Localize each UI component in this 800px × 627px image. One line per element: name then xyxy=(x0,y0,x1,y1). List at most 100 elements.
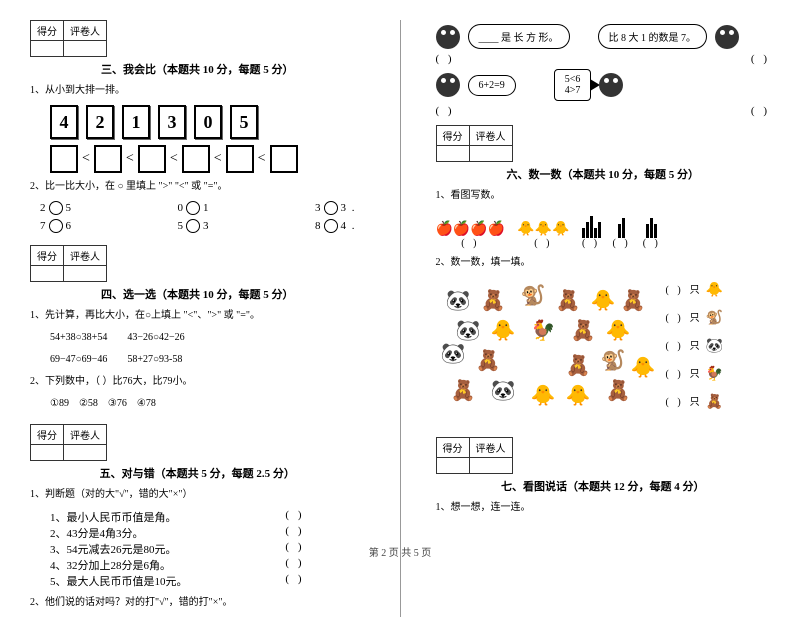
face-icon xyxy=(436,25,460,49)
score-col1: 得分 xyxy=(31,246,64,266)
card: 3 xyxy=(158,105,186,139)
speech-bubble: 5<64>7 xyxy=(554,69,592,101)
sec5-q1: 1、判断题（对的大"√"，错的大"×"） xyxy=(30,487,365,503)
paren-blank: ( ) xyxy=(751,53,770,65)
circle-blank xyxy=(49,219,63,233)
cmp-b: 3 xyxy=(341,202,347,214)
score-col2: 评卷人 xyxy=(469,438,512,458)
face-icon xyxy=(715,25,739,49)
cmp-b: 1 xyxy=(203,202,209,214)
paren-blank: ( ) xyxy=(436,105,455,117)
blank-box xyxy=(270,145,298,173)
compare-row: 25 01 33 . xyxy=(30,201,365,215)
speech-bubble: ____ 是 长 方 形。 xyxy=(468,24,570,49)
animals-section: 🐼 🧸 🐒 🧸 🐥 🧸 🐼 🐥 🐓 🧸 🐥 🐼 🧸 🧸 🐒 🐥 🧸 🐼 🐥 🐥 … xyxy=(436,277,771,429)
cmp-a: 2 xyxy=(40,202,46,214)
bear-icon: 🧸 xyxy=(621,288,645,312)
sec3-title: 三、我会比（本题共 10 分，每题 5 分） xyxy=(30,61,365,77)
sec3-q2: 2、比一比大小，在 ○ 里填上 ">" "<" 或 "="。 xyxy=(30,179,365,195)
count-blanks: ( )只🐥 ( )只🐒 ( )只🐼 ( )只🐓 ( )只🧸 xyxy=(666,277,724,417)
rooster-icon: 🐓 xyxy=(706,361,723,389)
bear-icon: 🧸 xyxy=(481,288,505,312)
paren-blank: ( ) xyxy=(751,105,770,117)
cmp-a: 8 xyxy=(315,220,321,232)
score-box: 得分评卷人 xyxy=(30,245,365,282)
card: 0 xyxy=(194,105,222,139)
circle-blank xyxy=(186,219,200,233)
duck-icon: 🐥 xyxy=(706,277,723,305)
score-box: 得分评卷人 xyxy=(30,20,365,57)
speech-bubble: 6+2=9 xyxy=(468,75,516,96)
tf-item: 4、32分加上28分是6角。 xyxy=(50,557,171,573)
bear-icon: 🧸 xyxy=(566,353,590,377)
count-item: 🍎🍎🍎🍎( ) xyxy=(436,210,506,249)
panda-icon: 🐼 xyxy=(441,341,465,365)
panda-icon: 🐼 xyxy=(446,288,470,312)
tf-item: 5、最大人民币币值是10元。 xyxy=(50,573,188,589)
sec4-opts: ①89 ②58 ③76 ④78 xyxy=(30,396,365,412)
blank-box xyxy=(182,145,210,173)
cmp-a: 7 xyxy=(40,220,46,232)
cmp-a: 5 xyxy=(178,220,184,232)
score-col2: 评卷人 xyxy=(64,21,107,41)
tf-item: 2、43分是4角3分。 xyxy=(50,525,144,541)
bubble-line: 4>7 xyxy=(565,85,581,96)
sec4-q1: 1、先计算，再比大小，在○上填上 "<"、">" 或 "="。 xyxy=(30,308,365,324)
blank-box xyxy=(94,145,122,173)
sec4-title: 四、选一选（本题共 10 分，每题 5 分） xyxy=(30,286,365,302)
speech-row: ( ) ( ) xyxy=(436,105,771,117)
speech-row: ( ) ( ) xyxy=(436,53,771,65)
unit-label: 只 xyxy=(690,281,700,301)
sec6-title: 六、数一数（本题共 10 分，每题 5 分） xyxy=(436,166,771,182)
tf-item: 1、最小人民币币值是角。 xyxy=(50,509,177,525)
monkey-icon: 🐒 xyxy=(706,305,723,333)
card: 1 xyxy=(122,105,150,139)
count-item: ( ) xyxy=(613,210,631,249)
duck-icon: 🐥 xyxy=(631,355,655,379)
circle-blank xyxy=(186,201,200,215)
sec7-title: 七、看图说话（本题共 12 分，每题 4 分） xyxy=(436,478,771,494)
count-item: ( ) xyxy=(582,210,601,249)
sec3-q1: 1、从小到大排一排。 xyxy=(30,83,365,99)
sec5-title: 五、对与错（本题共 5 分，每题 2.5 分） xyxy=(30,465,365,481)
score-col2: 评卷人 xyxy=(64,425,107,445)
sec4-line: 69−47○69−46 58+27○93-58 xyxy=(30,352,365,368)
speech-bubble: 比 8 大 1 的数是 7。 xyxy=(598,24,708,49)
score-box: 得分评卷人 xyxy=(30,424,365,461)
card: 2 xyxy=(86,105,114,139)
count-item: 🐥🐥🐥( ) xyxy=(517,210,569,249)
score-col2: 评卷人 xyxy=(64,246,107,266)
cmp-b: 5 xyxy=(66,202,72,214)
blank-row: < < < < < xyxy=(50,145,365,173)
bear-icon: 🧸 xyxy=(451,378,475,402)
monkey-icon: 🐒 xyxy=(601,348,625,372)
unit-label: 只 xyxy=(690,393,700,413)
unit-label: 只 xyxy=(690,337,700,357)
sec6-q1: 1、看图写数。 xyxy=(436,188,771,204)
score-col2: 评卷人 xyxy=(469,126,512,146)
paren-blank: ( ) xyxy=(285,573,304,589)
sec7-q1: 1、想一想，连一连。 xyxy=(436,500,771,516)
score-box: 得分评卷人 xyxy=(436,437,771,474)
page-divider xyxy=(400,20,401,617)
sec4-q2: 2、下列数中，（ ）比76大，比79小。 xyxy=(30,374,365,390)
card: 4 xyxy=(50,105,78,139)
bear-icon: 🧸 xyxy=(706,389,723,417)
cmp-b: 6 xyxy=(66,220,72,232)
unit-label: 只 xyxy=(690,365,700,385)
circle-blank xyxy=(324,201,338,215)
blank-box xyxy=(138,145,166,173)
animals-area: 🐼 🧸 🐒 🧸 🐥 🧸 🐼 🐥 🐓 🧸 🐥 🐼 🧸 🧸 🐒 🐥 🧸 🐼 🐥 🐥 … xyxy=(436,283,656,423)
blank-box xyxy=(226,145,254,173)
paren-blank: ( ) xyxy=(285,557,304,573)
cmp-a: 3 xyxy=(315,202,321,214)
duck-icon: 🐥 xyxy=(566,383,590,407)
score-box: 得分评卷人 xyxy=(436,125,771,162)
cmp-a: 0 xyxy=(178,202,184,214)
duck-icon: 🐥 xyxy=(591,288,615,312)
bear-icon: 🧸 xyxy=(606,378,630,402)
sec4-line: 54+38○38+54 43−26○42−26 xyxy=(30,330,365,346)
cmp-b: 4 xyxy=(341,220,347,232)
monkey-icon: 🐒 xyxy=(521,283,545,307)
rooster-icon: 🐓 xyxy=(531,318,555,342)
